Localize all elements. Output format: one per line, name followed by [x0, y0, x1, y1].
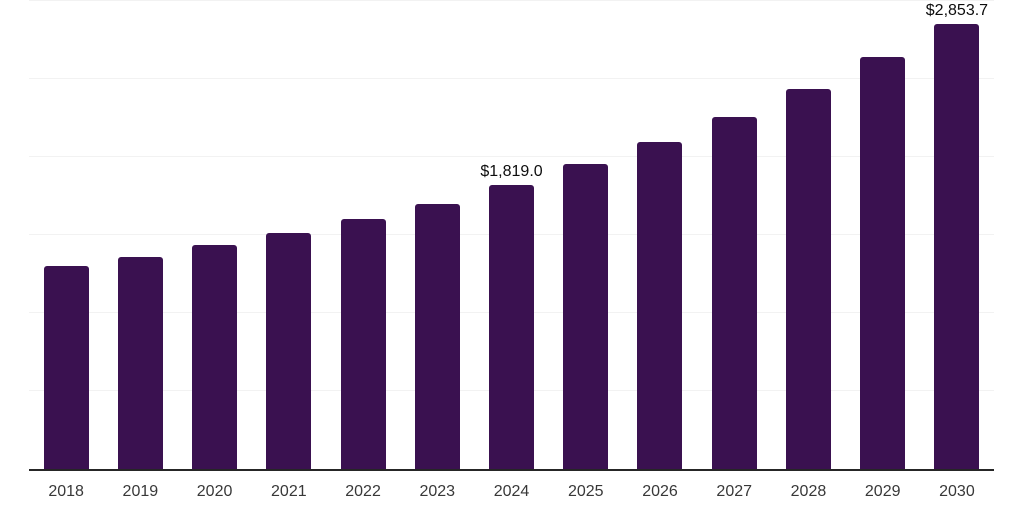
bar-slot-2019 — [103, 1, 177, 469]
bar-2025 — [563, 163, 609, 469]
bar-slot-2021 — [252, 1, 326, 469]
gridline-2500 — [29, 78, 994, 79]
x-tick-label-2018: 2018 — [48, 483, 84, 500]
bar-slot-2023 — [400, 1, 474, 469]
bar-2030: $2,853.7 — [926, 2, 988, 469]
bar-slot-2030: $2,853.7 — [920, 1, 994, 469]
bar-2021 — [266, 232, 312, 469]
x-axis-line — [29, 469, 994, 471]
bar-2019 — [117, 256, 163, 469]
bar-slot-2020 — [177, 1, 251, 469]
bar-slot-2028 — [771, 1, 845, 469]
bar-slot-2027 — [697, 1, 771, 469]
bar-2024: $1,819.0 — [480, 164, 543, 469]
x-tick-label-2030: 2030 — [939, 483, 975, 500]
bar-slot-2025 — [549, 1, 623, 469]
bar-2020 — [192, 244, 238, 469]
gridline-3000 — [29, 0, 994, 1]
bar-2028 — [785, 88, 831, 469]
gridline-2000 — [29, 156, 994, 158]
bar-slot-2029 — [846, 1, 920, 469]
x-tick-label-2025: 2025 — [567, 483, 604, 500]
x-tick-label-2023: 2023 — [419, 483, 456, 500]
bar-2029 — [860, 56, 906, 469]
x-tick-label-2022: 2022 — [345, 483, 381, 500]
bar-slot-2022 — [326, 1, 400, 469]
x-tick-label-2024: 2024 — [493, 483, 530, 500]
x-tick-label-2021: 2021 — [271, 483, 307, 500]
plot-area: $1,819.0 $2,853.7 — [29, 0, 994, 471]
x-tick-label-2020: 2020 — [196, 483, 233, 500]
bar-2018 — [43, 265, 89, 469]
data-label-2030: $2,853.7 — [925, 1, 989, 19]
bar-2022 — [340, 218, 386, 469]
x-tick-label-2019: 2019 — [122, 483, 159, 500]
bar-slot-2026 — [623, 1, 697, 469]
bar-2026 — [637, 141, 683, 469]
x-tick-label-2027: 2027 — [716, 483, 753, 500]
x-tick-label-2028: 2028 — [790, 483, 827, 500]
x-tick-label-2026: 2026 — [642, 483, 678, 500]
bar-2023 — [414, 203, 460, 469]
bar-2027 — [711, 116, 757, 469]
bars-container: $1,819.0 $2,853.7 — [29, 1, 994, 469]
data-label-2024: $1,819.0 — [480, 163, 543, 181]
x-tick-label-2029: 2029 — [864, 483, 901, 500]
bar-slot-2018 — [29, 1, 103, 469]
x-axis-tick-labels: 2018 2019 2020 2021 2022 2023 2024 2025 2026 2027… — [29, 482, 994, 501]
bar-slot-2024: $1,819.0 — [474, 1, 548, 469]
